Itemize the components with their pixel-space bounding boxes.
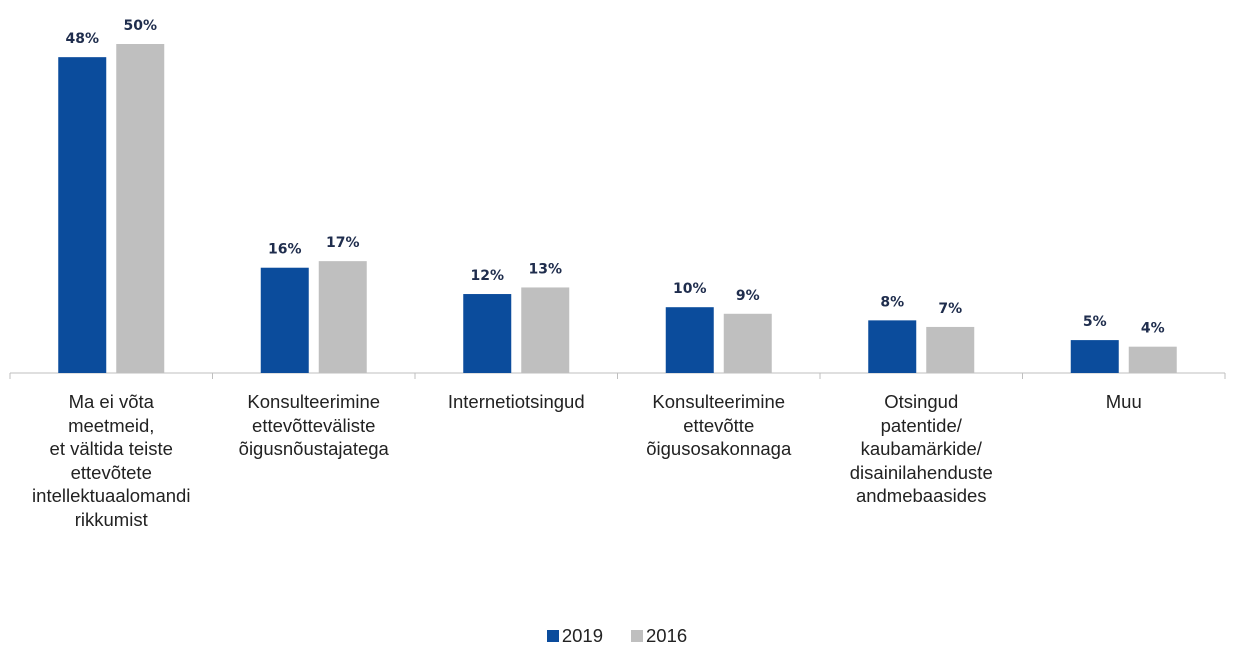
data-label: 48% bbox=[65, 31, 99, 47]
bar bbox=[723, 313, 772, 373]
bar bbox=[116, 44, 165, 373]
legend: 2019 2016 bbox=[0, 625, 1234, 647]
data-label: 12% bbox=[470, 268, 504, 284]
data-label: 5% bbox=[1083, 314, 1107, 330]
x-tick-label: Ma ei võta meetmeid, et vältida teiste e… bbox=[32, 391, 191, 530]
bar bbox=[521, 287, 570, 373]
legend-label: 2016 bbox=[646, 625, 688, 646]
x-tick-label: Konsulteerimine ettevõtteväliste õigusnõ… bbox=[238, 391, 389, 459]
legend-swatch bbox=[631, 630, 643, 642]
bar bbox=[665, 307, 714, 373]
data-label: 13% bbox=[528, 261, 562, 277]
data-label: 16% bbox=[268, 242, 302, 258]
x-tick-label: Muu bbox=[1105, 391, 1142, 412]
data-label: 17% bbox=[326, 235, 360, 251]
data-label: 7% bbox=[938, 301, 962, 317]
legend-item: 2019 bbox=[546, 625, 603, 647]
bar bbox=[1128, 346, 1177, 373]
x-tick-label: Konsulteerimine ettevõtte õigusosakonnag… bbox=[646, 391, 792, 459]
data-label: 9% bbox=[736, 288, 760, 304]
x-tick-label: Otsingud patentide/ kaubamärkide/ disain… bbox=[849, 391, 993, 506]
bar bbox=[318, 261, 367, 373]
bar bbox=[463, 294, 512, 373]
bar bbox=[1070, 340, 1119, 373]
bar bbox=[926, 326, 975, 373]
bar bbox=[868, 320, 917, 373]
legend-label: 2019 bbox=[561, 625, 603, 646]
bar bbox=[260, 267, 309, 373]
data-label: 50% bbox=[123, 18, 157, 34]
x-tick-label: Internetiotsingud bbox=[447, 391, 585, 412]
data-label: 10% bbox=[673, 281, 707, 297]
data-label: 4% bbox=[1141, 321, 1165, 337]
data-label: 8% bbox=[880, 294, 904, 310]
bar bbox=[58, 57, 107, 373]
legend-item: 2016 bbox=[631, 625, 687, 647]
legend-swatch bbox=[546, 630, 559, 642]
